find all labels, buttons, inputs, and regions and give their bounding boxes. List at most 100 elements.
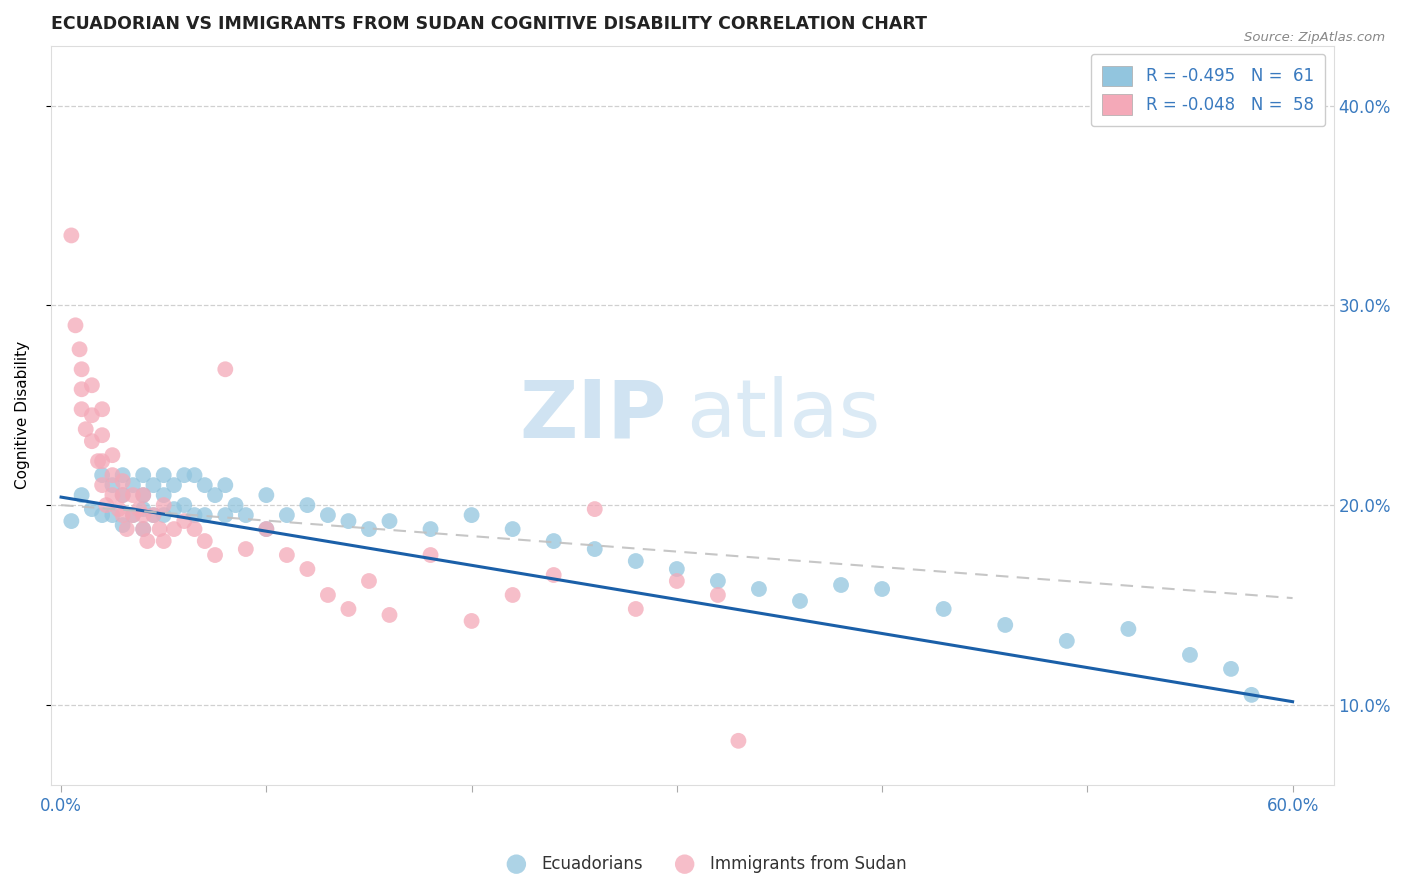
Point <box>830 578 852 592</box>
Point <box>1240 688 1263 702</box>
Point <box>214 508 236 522</box>
Point <box>80 408 103 422</box>
Point <box>276 508 298 522</box>
Point <box>128 502 150 516</box>
Point <box>91 402 114 417</box>
Point <box>316 508 339 522</box>
Point <box>194 478 217 492</box>
Point <box>194 508 217 522</box>
Point <box>111 508 134 522</box>
Point <box>183 468 205 483</box>
Point <box>789 594 811 608</box>
Point <box>183 522 205 536</box>
Point <box>80 502 103 516</box>
Point <box>460 508 482 522</box>
Point <box>107 502 129 516</box>
Text: Source: ZipAtlas.com: Source: ZipAtlas.com <box>1244 31 1385 45</box>
Point <box>163 502 186 516</box>
Point <box>91 508 114 522</box>
Point <box>80 434 103 449</box>
Point <box>152 534 174 549</box>
Point <box>337 602 360 616</box>
Point <box>502 522 524 536</box>
Text: ECUADORIAN VS IMMIGRANTS FROM SUDAN COGNITIVE DISABILITY CORRELATION CHART: ECUADORIAN VS IMMIGRANTS FROM SUDAN COGN… <box>51 15 927 33</box>
Point <box>152 508 174 522</box>
Point <box>87 454 110 468</box>
Point <box>122 478 145 492</box>
Point <box>707 588 730 602</box>
Point <box>70 488 93 502</box>
Point <box>163 478 186 492</box>
Point <box>235 542 257 557</box>
Point <box>727 734 749 748</box>
Point <box>214 362 236 376</box>
Point <box>204 548 226 562</box>
Point <box>69 343 91 357</box>
Text: ZIP: ZIP <box>519 376 666 454</box>
Point <box>101 468 124 483</box>
Point <box>460 614 482 628</box>
Point <box>101 508 124 522</box>
Point <box>583 542 606 557</box>
Point <box>111 474 134 488</box>
Point <box>65 318 87 333</box>
Point <box>994 618 1017 632</box>
Point <box>502 588 524 602</box>
Point <box>115 522 138 536</box>
Point <box>70 402 93 417</box>
Point <box>132 488 155 502</box>
Point <box>111 518 134 533</box>
Point <box>1220 662 1243 676</box>
Point <box>91 454 114 468</box>
Point <box>152 498 174 512</box>
Point <box>624 554 647 568</box>
Point <box>297 498 319 512</box>
Point <box>419 548 441 562</box>
Point <box>543 568 565 582</box>
Point <box>1118 622 1140 636</box>
Point <box>357 574 380 588</box>
Point <box>75 422 97 436</box>
Point <box>101 478 124 492</box>
Y-axis label: Cognitive Disability: Cognitive Disability <box>15 341 30 490</box>
Point <box>225 498 247 512</box>
Point <box>70 382 93 396</box>
Point <box>142 478 165 492</box>
Point <box>132 488 155 502</box>
Point <box>142 508 165 522</box>
Point <box>111 468 134 483</box>
Point <box>214 478 236 492</box>
Point <box>132 522 155 536</box>
Point <box>357 522 380 536</box>
Point <box>96 498 118 512</box>
Point <box>101 448 124 462</box>
Point <box>173 498 195 512</box>
Point <box>173 514 195 528</box>
Point <box>122 508 145 522</box>
Point <box>235 508 257 522</box>
Point <box>111 488 134 502</box>
Point <box>254 522 277 536</box>
Point <box>748 582 770 596</box>
Point <box>1056 634 1078 648</box>
Point <box>101 488 124 502</box>
Point <box>543 534 565 549</box>
Point <box>254 488 277 502</box>
Point <box>60 514 83 528</box>
Point <box>204 488 226 502</box>
Point <box>297 562 319 576</box>
Point <box>122 488 145 502</box>
Point <box>91 478 114 492</box>
Point <box>665 574 688 588</box>
Text: atlas: atlas <box>686 376 880 454</box>
Point <box>707 574 730 588</box>
Point <box>870 582 893 596</box>
Point <box>1178 648 1201 662</box>
Point <box>194 534 217 549</box>
Point <box>60 228 83 243</box>
Point <box>173 468 195 483</box>
Point <box>183 508 205 522</box>
Point <box>132 522 155 536</box>
Point <box>142 508 165 522</box>
Point <box>665 562 688 576</box>
